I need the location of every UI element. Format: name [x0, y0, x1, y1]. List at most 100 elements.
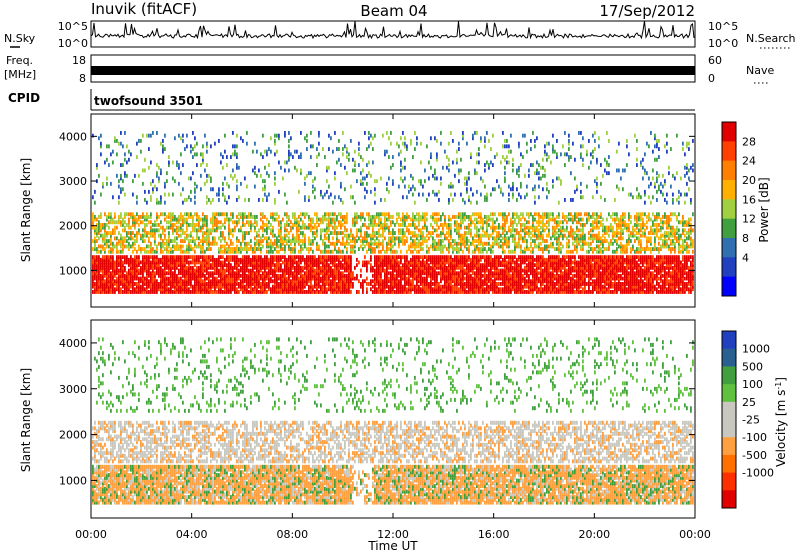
echo-cell [330, 241, 332, 246]
echo-cell [244, 279, 246, 284]
echo-cell [102, 255, 104, 260]
echo-cell [580, 265, 582, 270]
echo-cell [644, 273, 646, 278]
echo-cell [270, 241, 272, 246]
echo-cell [244, 236, 246, 241]
echo-cell [214, 239, 216, 243]
echo-cell [148, 279, 150, 284]
echo-cell [212, 239, 214, 243]
echo-cell [346, 217, 348, 222]
echo-cell [672, 265, 674, 270]
echo-cell [186, 223, 188, 227]
echo-cell [558, 287, 560, 292]
echo-cell [104, 233, 106, 238]
echo-cell [622, 282, 624, 286]
echo-cell [664, 276, 666, 281]
echo-cell [580, 279, 582, 284]
echo-cell [96, 225, 98, 230]
echo-cell [266, 249, 268, 254]
echo-cell [404, 273, 406, 278]
echo-cell [310, 225, 312, 230]
echo-cell [574, 265, 576, 270]
echo-cell [142, 279, 144, 284]
echo-cell [100, 249, 102, 254]
echo-cell [454, 265, 456, 270]
echo-cell [230, 247, 232, 251]
echo-cell [116, 276, 118, 281]
echo-cell [286, 265, 288, 270]
echo-cell [174, 217, 176, 222]
echo-cell [418, 263, 420, 268]
echo-cell [634, 287, 636, 292]
echo-cell [598, 276, 600, 281]
echo-cell [544, 284, 546, 289]
echo-cell [392, 276, 394, 281]
echo-cell [170, 271, 172, 276]
echo-cell [324, 282, 326, 286]
echo-cell [548, 265, 550, 270]
echo-cell [596, 276, 598, 281]
echo-cell [352, 271, 354, 276]
echo-cell [548, 290, 550, 294]
echo-cell [568, 257, 570, 262]
echo-cell [494, 290, 496, 294]
echo-cell [92, 279, 94, 284]
echo-cell [208, 255, 210, 260]
echo-cell [194, 273, 196, 278]
echo-cell [506, 282, 508, 286]
echo-cell [496, 290, 498, 294]
echo-cell [638, 265, 640, 270]
echo-cell [302, 231, 304, 235]
echo-cell [376, 276, 378, 281]
echo-cell [424, 282, 426, 286]
echo-cell [346, 268, 348, 273]
echo-cell [378, 271, 380, 276]
echo-cell [102, 265, 104, 270]
echo-cell [682, 273, 684, 278]
echo-cell [260, 247, 262, 251]
echo-cell [322, 220, 324, 225]
echo-cell [288, 265, 290, 270]
echo-cell [180, 247, 182, 251]
echo-cell [350, 284, 352, 289]
echo-cell [230, 282, 232, 286]
cpid-label: CPID [8, 91, 40, 105]
echo-cell [484, 276, 486, 281]
echo-cell [266, 228, 268, 233]
echo-cell [222, 263, 224, 268]
echo-cell [276, 279, 278, 284]
echo-cell [120, 271, 122, 276]
echo-cell [240, 244, 242, 249]
echo-cell [540, 282, 542, 286]
echo-cell [104, 239, 106, 243]
echo-cell [552, 287, 554, 292]
echo-cell [350, 257, 352, 262]
echo-cell [242, 273, 244, 278]
echo-cell [148, 284, 150, 289]
echo-cell [560, 284, 562, 289]
echo-cell [316, 271, 318, 276]
echo-cell [638, 282, 640, 286]
echo-cell [110, 255, 112, 260]
echo-cell [190, 260, 192, 265]
echo-cell [128, 223, 130, 227]
echo-cell [334, 228, 336, 233]
echo-cell [170, 215, 172, 219]
echo-cell [164, 273, 166, 278]
echo-cell [158, 271, 160, 276]
echo-cell [272, 249, 274, 254]
echo-cell [224, 244, 226, 249]
echo-cell [154, 287, 156, 292]
echo-cell [524, 271, 526, 276]
echo-cell [184, 260, 186, 265]
echo-cell [678, 284, 680, 289]
echo-cell [270, 255, 272, 260]
echo-cell [622, 255, 624, 260]
echo-cell [242, 268, 244, 273]
echo-cell [318, 290, 320, 294]
echo-cell [380, 268, 382, 273]
echo-cell [440, 279, 442, 284]
echo-cell [196, 233, 198, 238]
echo-cell [242, 290, 244, 294]
echo-cell [194, 255, 196, 260]
